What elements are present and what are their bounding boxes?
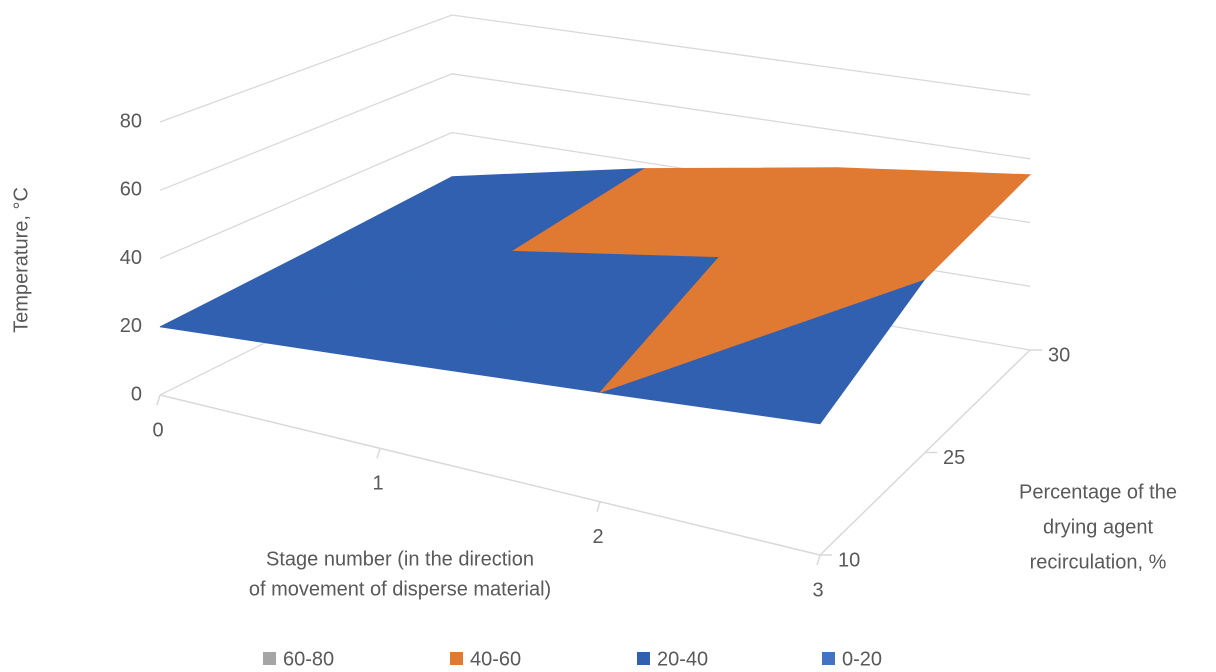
y-axis-title: Temperature, °C: [10, 187, 32, 333]
depth-tick-label: 30: [1048, 344, 1070, 366]
z-tick-label: 80: [120, 110, 142, 132]
x-axis-title-line: Stage number (in the direction: [266, 548, 534, 570]
grid-line: [159, 73, 1031, 191]
legend-label: 60-80: [283, 648, 334, 670]
x-tick-mark: [376, 448, 381, 459]
surface-patch: [305, 168, 645, 253]
depth-tick-label: 10: [838, 549, 860, 571]
x-tick-label: 2: [592, 526, 603, 548]
legend-label: 20-40: [657, 648, 708, 670]
legend-label: 40-60: [470, 648, 521, 670]
z-tick-label: 40: [120, 247, 142, 269]
surface-patch: [512, 167, 838, 252]
surface-patch: [598, 257, 926, 394]
x-tick-label: 0: [152, 419, 163, 441]
depth-axis-title-line: recirculation, %: [1030, 551, 1167, 573]
z-tick-label: 60: [120, 179, 142, 201]
surface-patch: [379, 250, 719, 361]
surface-patch: [718, 167, 1031, 258]
depth-axis-title-line: drying agent: [1043, 516, 1154, 538]
legend-swatch: [637, 652, 650, 665]
surface-patch: [159, 250, 513, 328]
surface: [159, 167, 1032, 425]
legend-swatch: [822, 652, 835, 665]
x-tick-mark: [156, 394, 161, 406]
x-tick-label: 3: [812, 579, 823, 601]
x-tick-mark: [816, 554, 821, 566]
legend-swatch: [263, 652, 276, 665]
legend-swatch: [450, 652, 463, 665]
depth-axis-title-line: Percentage of the: [1019, 481, 1177, 503]
legend-label: 0-20: [842, 648, 882, 670]
grid-line: [159, 14, 1031, 123]
x-tick-mark: [596, 501, 601, 512]
depth-tick-label: 25: [943, 447, 965, 469]
z-tick-label: 20: [120, 315, 142, 337]
z-tick-label: 0: [131, 383, 142, 405]
x-tick-label: 1: [372, 473, 383, 495]
x-axis-title-line: of movement of disperse material): [249, 578, 551, 600]
